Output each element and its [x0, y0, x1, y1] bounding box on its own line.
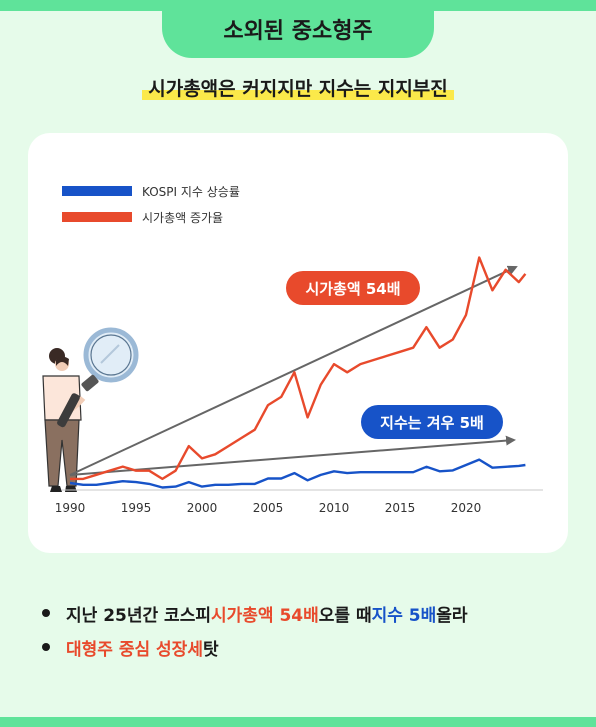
annotation-marketcap-text: 시가총액 54배 [305, 280, 400, 298]
marketcap-trend-arrow [69, 265, 518, 476]
x-tick-label: 1995 [121, 501, 152, 515]
kospi-trend-arrow [69, 435, 516, 476]
bullet-text-highlight: 지수 5배 [371, 605, 437, 626]
legend-item-kospi: KOSPI 지수 상승률 [62, 178, 240, 204]
x-tick-label: 2005 [253, 501, 284, 515]
series-line-marketcap [70, 256, 527, 481]
bullet-dot [42, 609, 50, 617]
x-tick-label: 1990 [55, 501, 86, 515]
bullet-text-part: 탓 [202, 639, 219, 660]
x-tick-label: 2010 [319, 501, 350, 515]
title-banner: 소외된 중소형주 [162, 0, 434, 58]
bullet-text-highlight: 시가총액 54배 [210, 605, 319, 626]
x-tick-label: 2020 [451, 501, 482, 515]
subtitle-text: 시가총액은 커지지만 지수는 지지부진 [148, 78, 448, 100]
annotation-marketcap: 시가총액 54배 [286, 271, 420, 305]
bullet-text-highlight: 대형주 중심 성장세 [66, 639, 203, 660]
bullet-text-part: 오를 때 [318, 605, 372, 626]
bullet-text-part: 지난 25년간 코스피 [66, 605, 211, 626]
bottom-strip [0, 717, 596, 727]
annotation-kospi-text: 지수는 겨우 5배 [380, 414, 484, 432]
legend-swatch-kospi [62, 186, 132, 196]
legend-item-marketcap: 시가총액 증가율 [62, 204, 240, 230]
bullet-item: 대형주 중심 성장세 탓 [42, 630, 468, 664]
subtitle: 시가총액은 커지지만 지수는 지지부진 [142, 74, 454, 101]
bullet-text-part: 올라 [436, 605, 468, 626]
legend-swatch-marketcap [62, 212, 132, 222]
chart-legend: KOSPI 지수 상승률 시가총액 증가율 [62, 178, 240, 230]
subtitle-wrap: 시가총액은 커지지만 지수는 지지부진 [0, 74, 596, 101]
legend-label-kospi: KOSPI 지수 상승률 [142, 184, 240, 199]
x-tick-label: 2015 [385, 501, 416, 515]
legend-label-marketcap: 시가총액 증가율 [142, 210, 224, 225]
annotation-kospi: 지수는 겨우 5배 [361, 405, 503, 439]
bullet-item: 지난 25년간 코스피 시가총액 54배 오를 때 지수 5배 올라 [42, 596, 468, 630]
person-illustration [42, 327, 139, 492]
bullet-list: 지난 25년간 코스피 시가총액 54배 오를 때 지수 5배 올라 대형주 중… [42, 596, 468, 664]
bullet-dot [42, 643, 50, 651]
x-tick-labels: 1990 1995 2000 2005 2010 2015 2020 [55, 501, 482, 515]
series-line-kospi [69, 458, 526, 489]
x-tick-label: 2000 [187, 501, 218, 515]
